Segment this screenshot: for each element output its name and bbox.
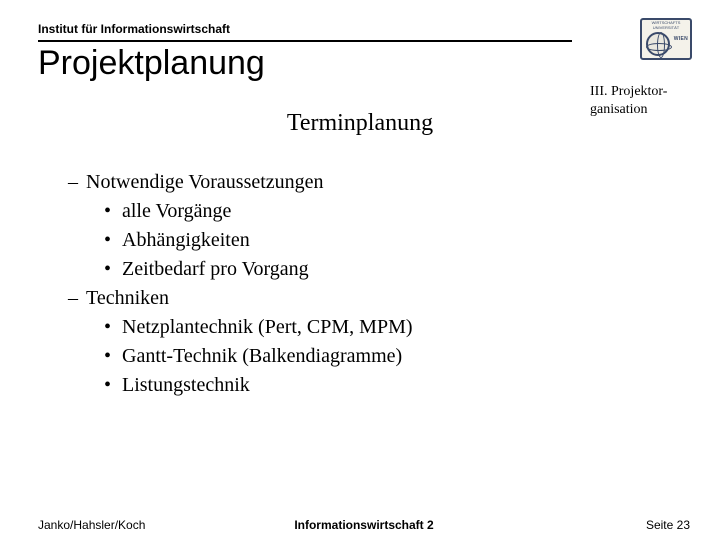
header-rule: [38, 40, 572, 42]
list-subitem: •Netzplantechnik (Pert, CPM, MPM): [68, 313, 413, 342]
list-subitem: •Zeitbedarf pro Vorgang: [68, 255, 413, 284]
item-label: Techniken: [86, 287, 169, 309]
list-subitem: •Listungstechnik: [68, 371, 413, 400]
slide: Institut für Informationswirtschaft Proj…: [0, 0, 720, 540]
slide-subtitle: Terminplanung: [0, 110, 720, 137]
footer-page: Seite 23: [646, 518, 690, 532]
section-label-line1: III. Projektor-: [590, 84, 667, 99]
logo-text-side: WIEN: [674, 36, 688, 42]
dash-icon: –: [68, 284, 86, 313]
subitem-label: Gantt-Technik (Balkendiagramme): [122, 345, 402, 367]
institute-label: Institut für Informationswirtschaft: [38, 22, 230, 36]
dash-icon: –: [68, 168, 86, 197]
bullet-icon: •: [104, 226, 122, 255]
subitem-label: alle Vorgänge: [122, 200, 231, 222]
list-item: –Notwendige Voraussetzungen: [68, 168, 413, 197]
logo-text-top: WIRTSCHAFTS UNIVERSITÄT: [642, 20, 690, 30]
list-subitem: •Abhängigkeiten: [68, 226, 413, 255]
subitem-label: Abhängigkeiten: [122, 229, 250, 251]
footer-course: Informationswirtschaft 2: [38, 518, 690, 532]
subitem-label: Listungstechnik: [122, 374, 250, 396]
item-label: Notwendige Voraussetzungen: [86, 171, 324, 193]
bullet-icon: •: [104, 371, 122, 400]
content-body: –Notwendige Voraussetzungen •alle Vorgän…: [68, 168, 413, 400]
list-subitem: •Gantt-Technik (Balkendiagramme): [68, 342, 413, 371]
university-logo: WIRTSCHAFTS UNIVERSITÄT WIEN: [640, 18, 692, 60]
slide-title: Projektplanung: [38, 44, 265, 83]
globe-icon: [646, 32, 670, 56]
bullet-icon: •: [104, 342, 122, 371]
list-item: –Techniken: [68, 284, 413, 313]
bullet-icon: •: [104, 255, 122, 284]
subitem-label: Netzplantechnik (Pert, CPM, MPM): [122, 316, 413, 338]
subitem-label: Zeitbedarf pro Vorgang: [122, 258, 309, 280]
list-subitem: •alle Vorgänge: [68, 197, 413, 226]
bullet-icon: •: [104, 313, 122, 342]
bullet-icon: •: [104, 197, 122, 226]
